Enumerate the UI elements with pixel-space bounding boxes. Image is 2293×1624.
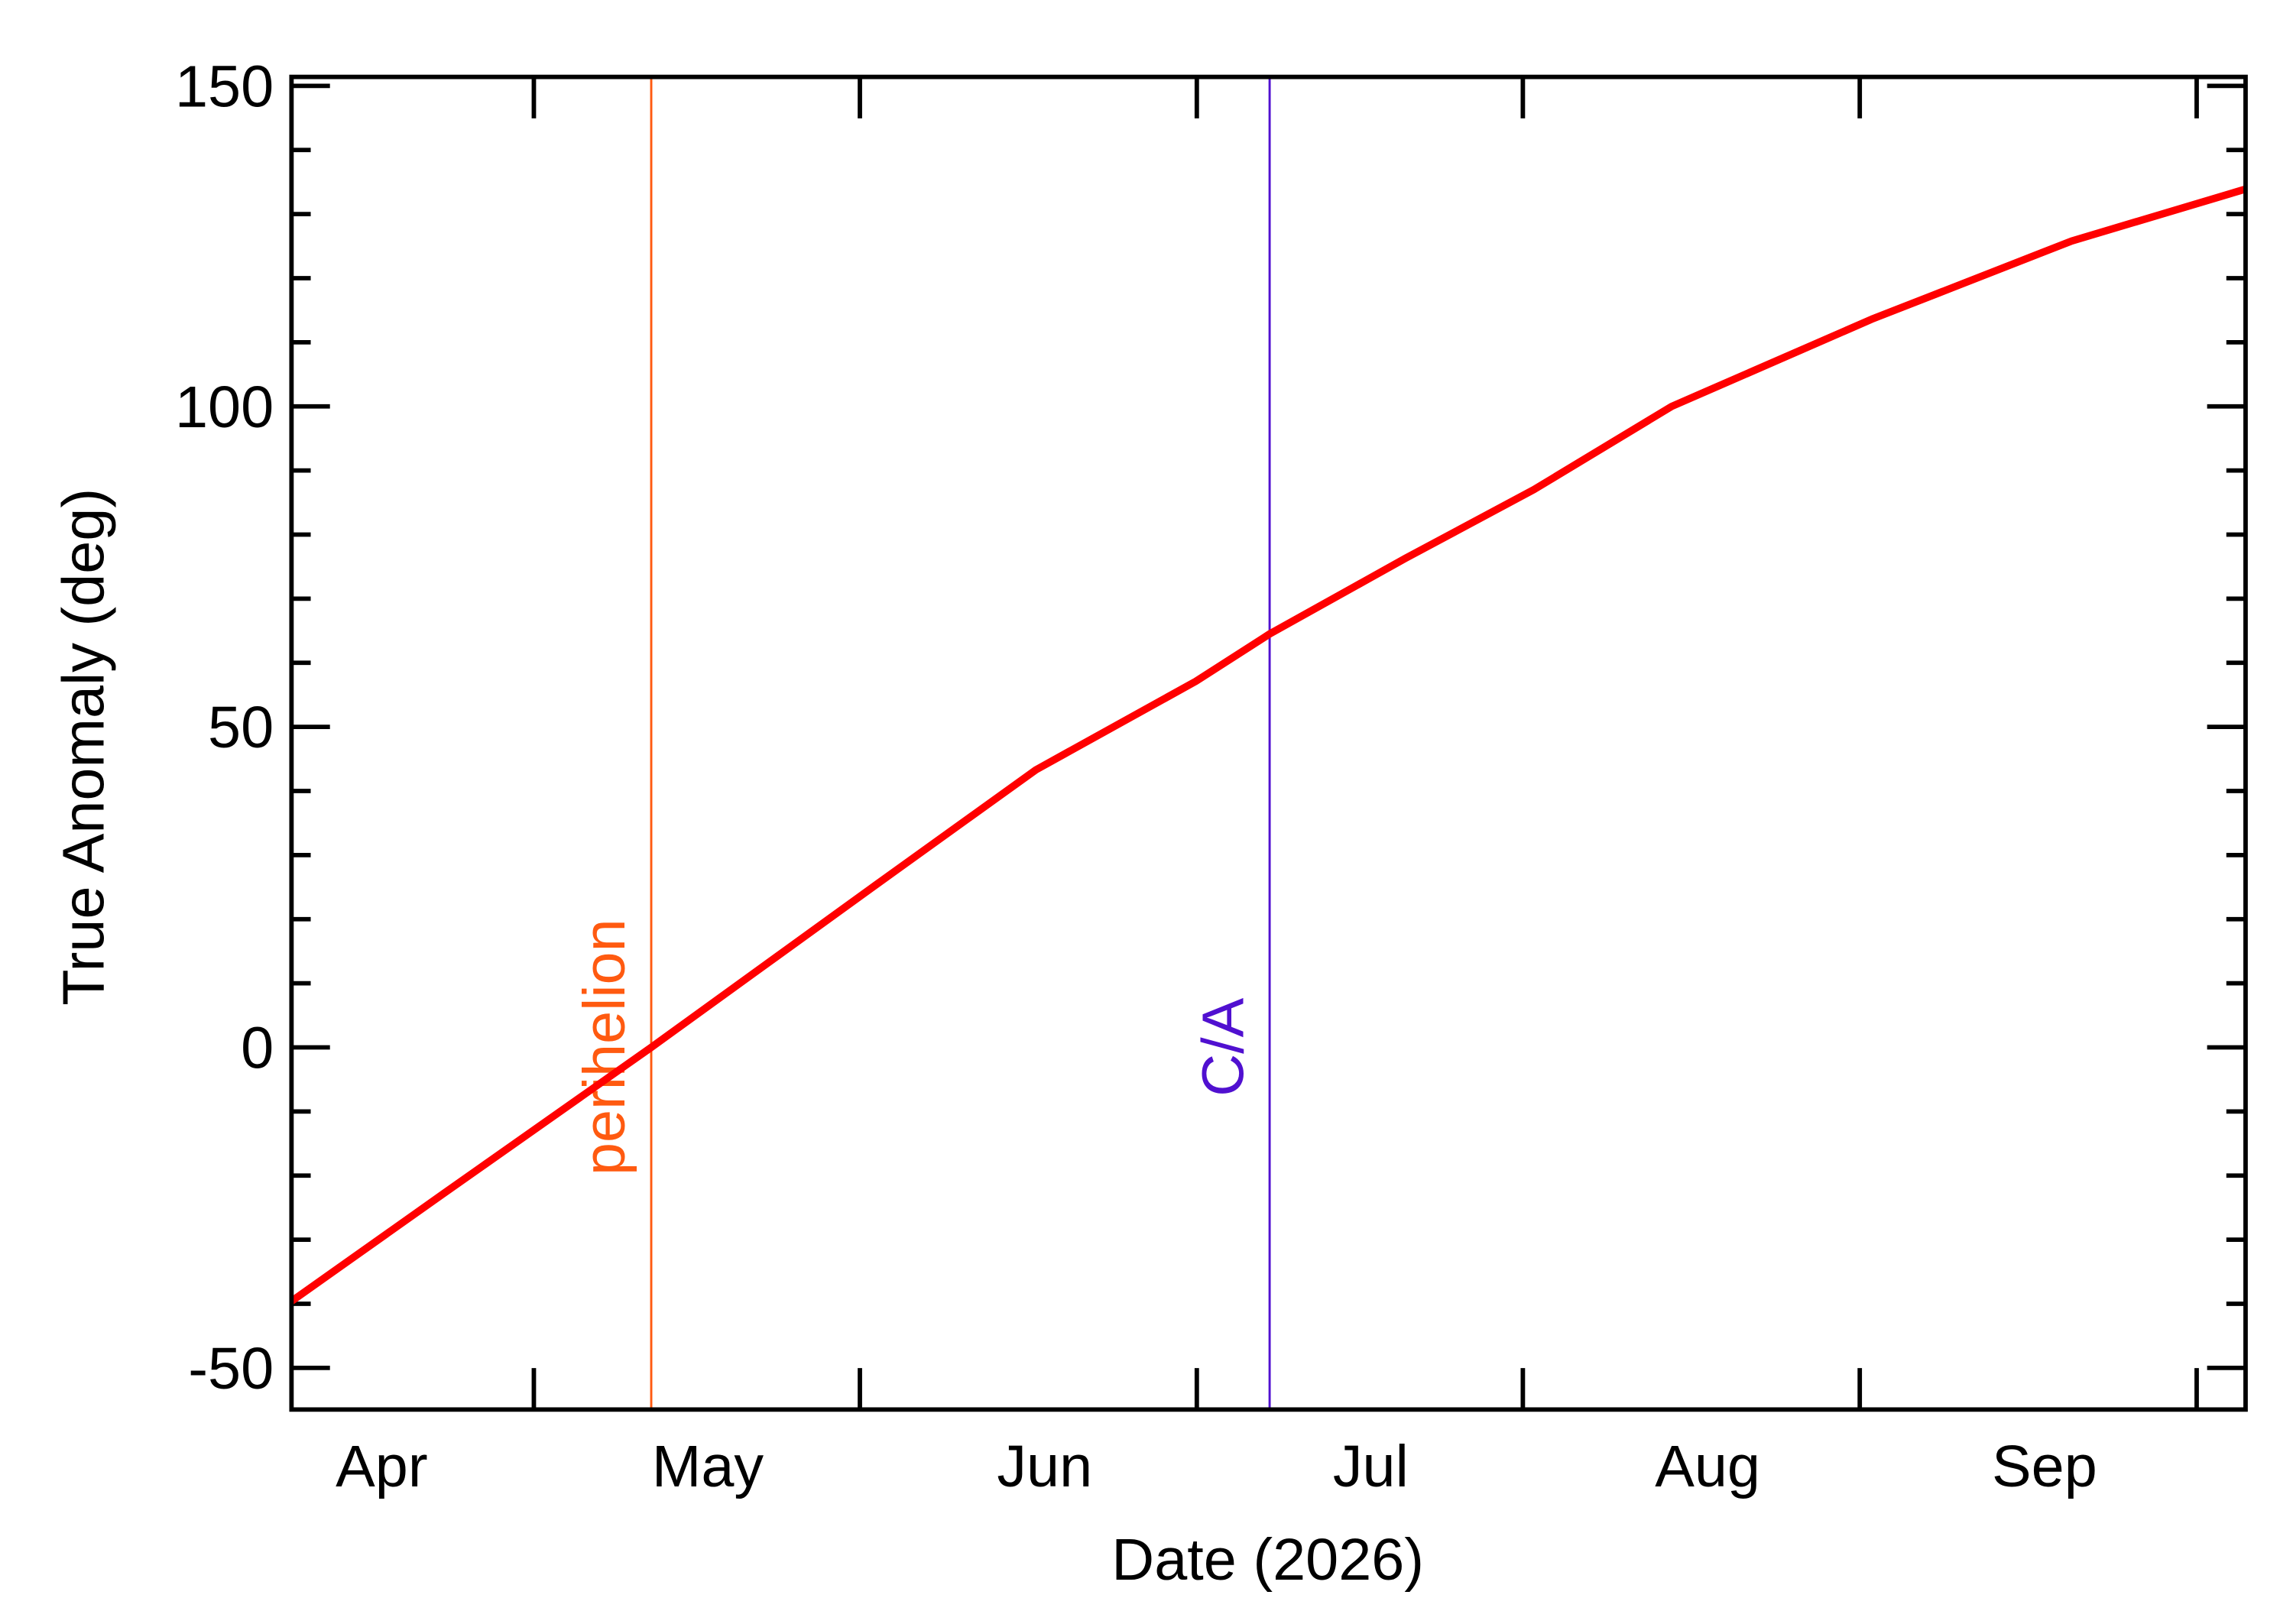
- x-tick-label: Aug: [1655, 1434, 1760, 1499]
- x-tick-label: May: [652, 1434, 764, 1499]
- data-line: [289, 185, 2247, 1305]
- y-tick-label: 150: [175, 53, 274, 119]
- y-tick-label: 50: [208, 695, 274, 760]
- x-tick-label: Jul: [1333, 1434, 1409, 1499]
- y-tick-label: -50: [188, 1336, 274, 1402]
- x-tick-label: Apr: [336, 1434, 427, 1499]
- y-tick-label: 100: [175, 374, 274, 440]
- marker-label: perihelion: [572, 919, 637, 1175]
- y-axis-label: True Anomaly (deg): [51, 488, 117, 1006]
- marker-label: C/A: [1190, 997, 1256, 1096]
- x-axis-label: Date (2026): [1111, 1527, 1424, 1593]
- x-tick-label: Sep: [1992, 1434, 2097, 1499]
- x-tick-label: Jun: [997, 1434, 1092, 1499]
- plot-frame: [289, 74, 2248, 1412]
- y-tick-label: 0: [241, 1016, 274, 1081]
